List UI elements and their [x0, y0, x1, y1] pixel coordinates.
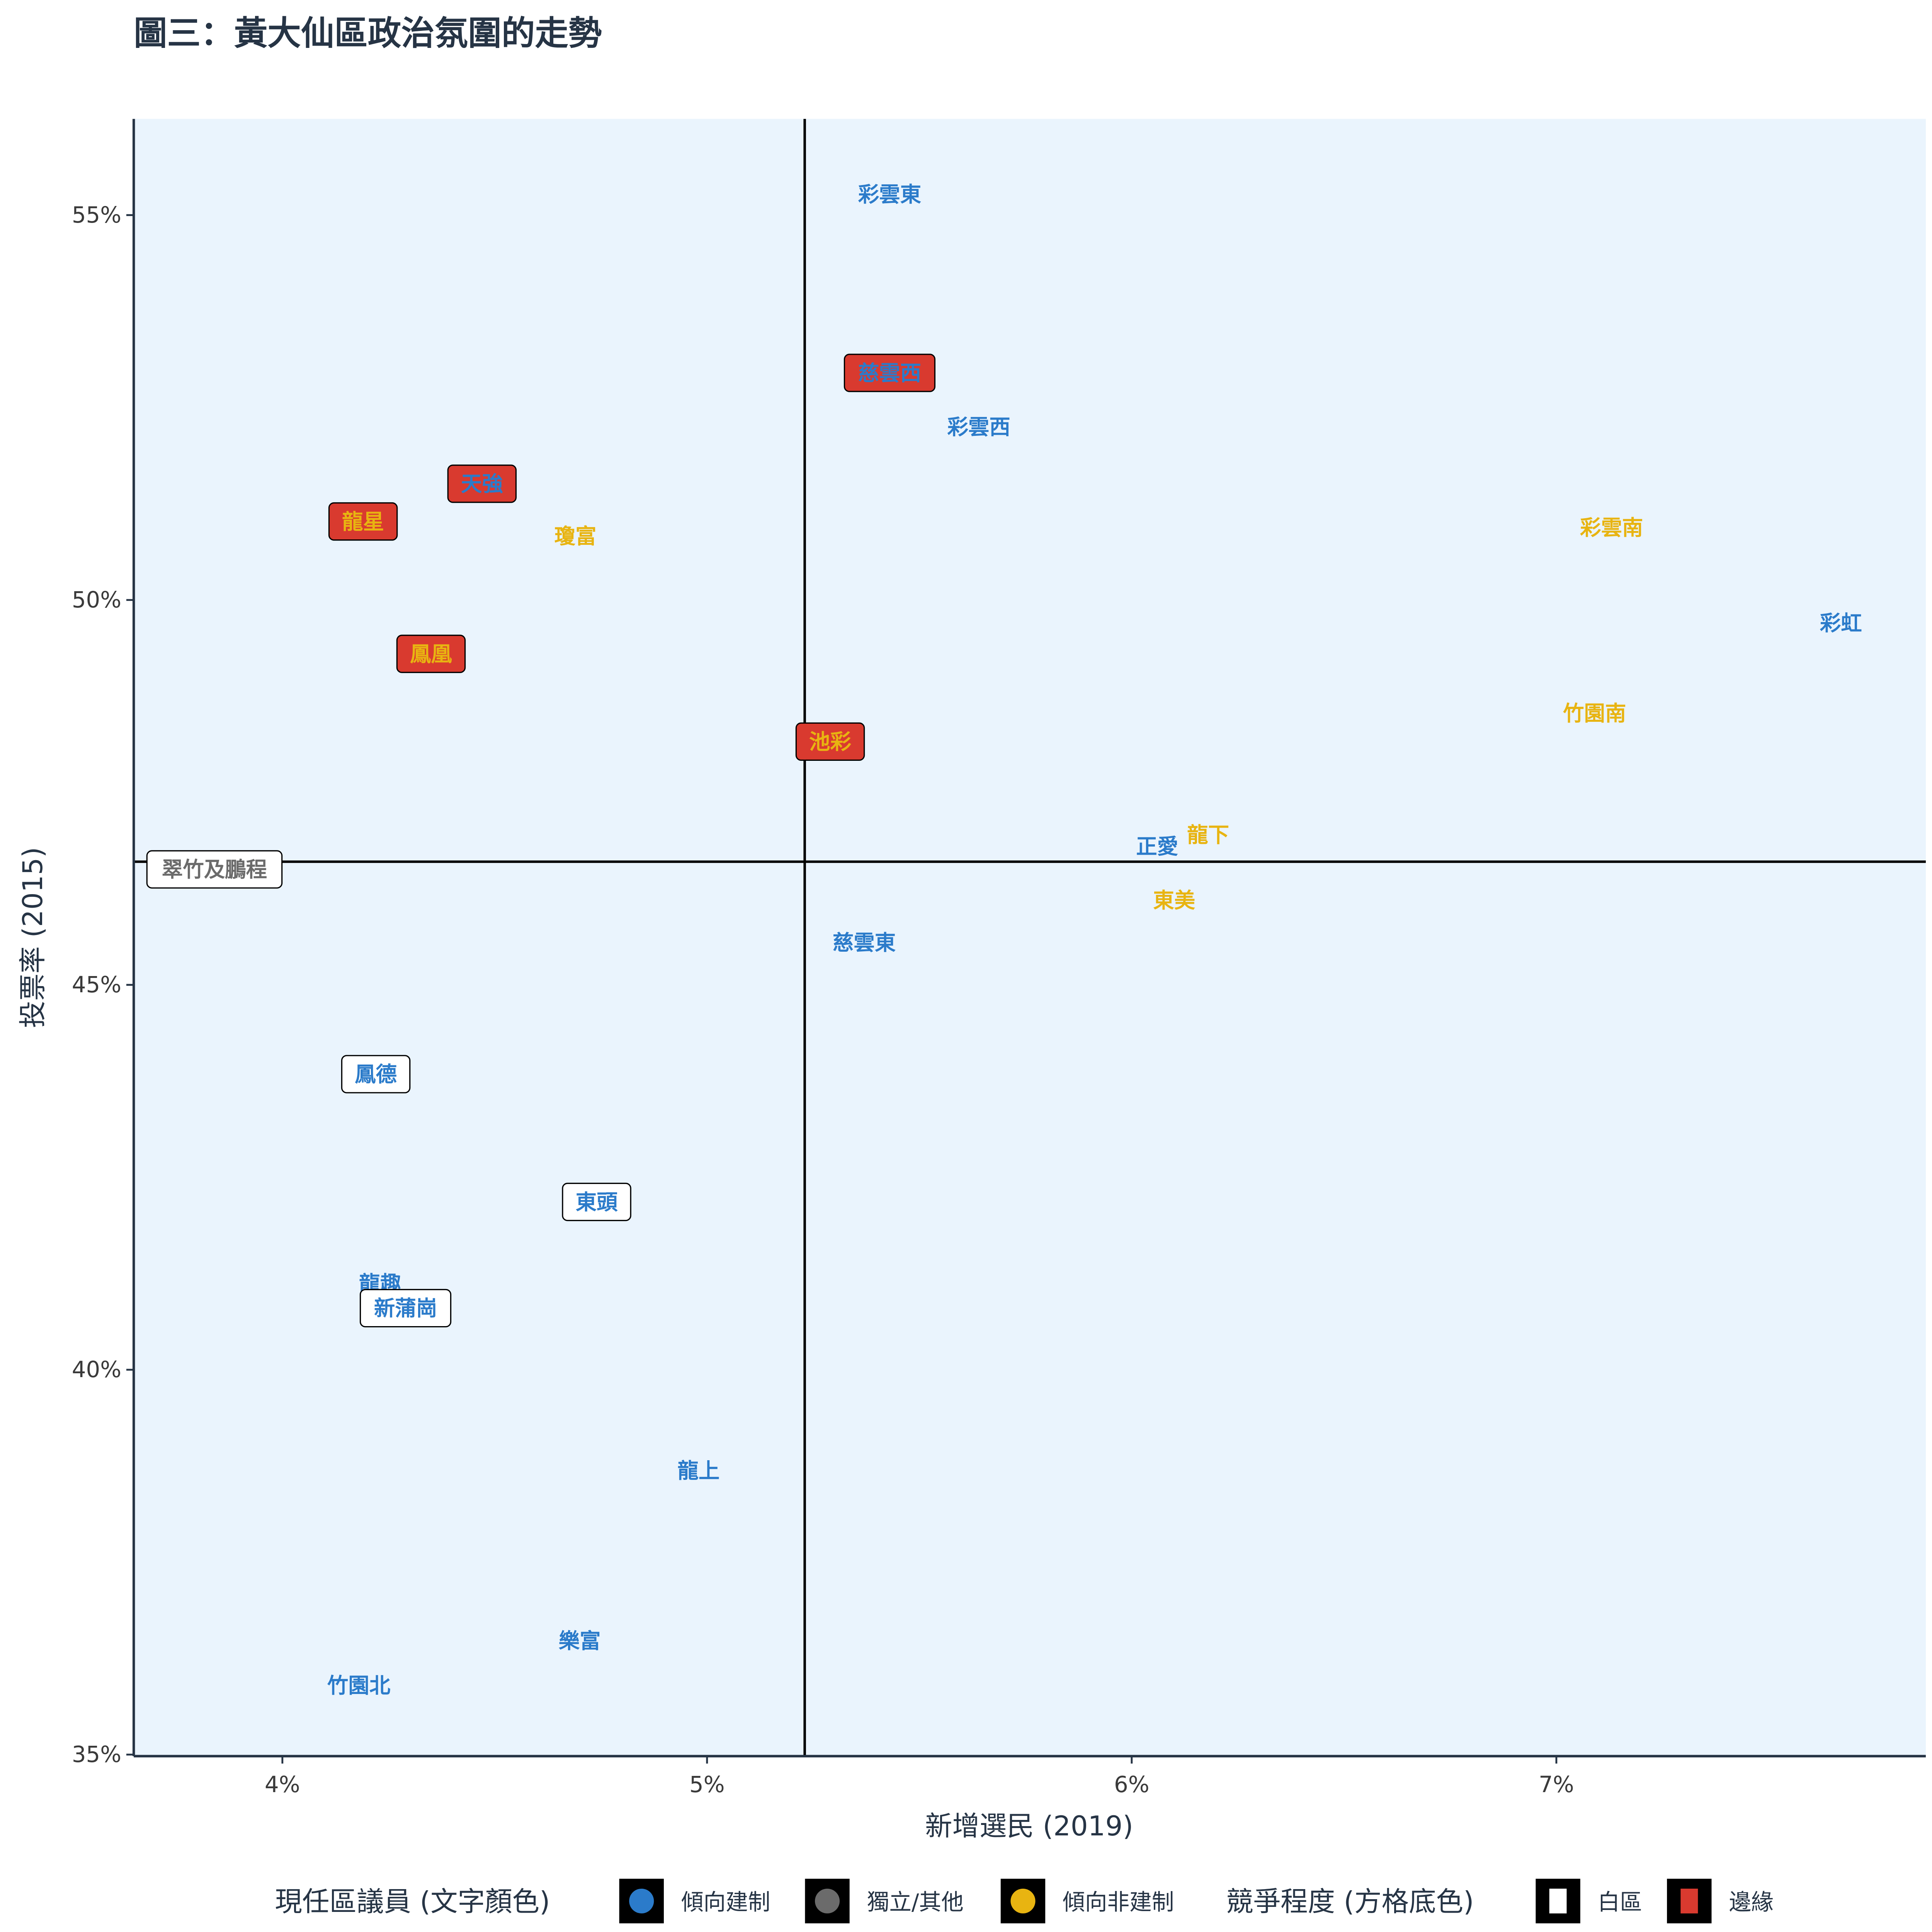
data-point-label: 新蒲崗 — [359, 1289, 452, 1328]
chart-title: 圖三：黃大仙區政治氛圍的走勢 — [134, 14, 602, 53]
data-point-label: 天強 — [447, 464, 517, 503]
competition-box — [844, 354, 935, 392]
data-point-label: 東頭 — [562, 1182, 631, 1221]
data-point-label: 池彩 — [795, 722, 865, 761]
data-point-label: 竹園北 — [327, 1673, 390, 1698]
district-label: 瓊富 — [554, 524, 597, 549]
district-label: 彩雲南 — [1580, 515, 1643, 540]
competition-box — [341, 1055, 411, 1094]
legend-circle-icon — [815, 1888, 840, 1913]
district-label: 正愛 — [1136, 834, 1178, 859]
data-point-label: 慈雲東 — [833, 930, 896, 955]
data-point-label: 竹園南 — [1563, 701, 1626, 726]
legend-item-label: 邊緣 — [1729, 1889, 1773, 1915]
district-label: 彩雲西 — [947, 415, 1010, 439]
district-label: 慈雲西 — [858, 361, 921, 385]
data-point-label: 慈雲西 — [844, 354, 935, 392]
district-label: 竹園北 — [327, 1673, 390, 1698]
district-label: 龍下 — [1187, 823, 1229, 847]
data-point-label: 龍下 — [1187, 823, 1229, 847]
legend-item-label: 獨立/其他 — [867, 1889, 964, 1915]
district-label: 彩虹 — [1820, 611, 1862, 636]
competition-box — [562, 1182, 631, 1221]
data-point-label: 鳳德 — [341, 1055, 411, 1094]
x-tick-label: 6% — [1114, 1771, 1150, 1798]
legend-title-camp: 現任區議員 (文字顏色) — [275, 1886, 550, 1918]
x-tick-label: 4% — [265, 1771, 300, 1798]
x-axis-label: 新增選民 (2019) — [925, 1810, 1133, 1842]
district-label: 龍星 — [342, 509, 384, 534]
district-label: 龍上 — [677, 1458, 719, 1483]
district-label: 彩雲東 — [858, 182, 921, 207]
legend: 現任區議員 (文字顏色) 傾向建制 獨立/其他 傾向非建制 競爭程度 (方格底色) 白區 邊… — [275, 1879, 1774, 1923]
y-axis-label: 投票率 (2015) — [17, 847, 49, 1028]
district-label: 東頭 — [576, 1190, 618, 1214]
y-tick-label: 40% — [72, 1356, 121, 1383]
competition-box — [447, 464, 517, 503]
competition-box — [359, 1289, 452, 1328]
legend-title-competition: 競爭程度 (方格底色) — [1226, 1886, 1474, 1918]
data-point-label: 彩虹 — [1820, 611, 1862, 636]
district-label: 東美 — [1153, 888, 1195, 913]
legend-item-label: 傾向非建制 — [1063, 1889, 1174, 1915]
legend-circle-icon — [1010, 1888, 1036, 1913]
competition-box — [146, 850, 283, 889]
district-label: 鳳德 — [355, 1062, 397, 1087]
x-tick-label: 5% — [689, 1771, 725, 1798]
data-point-label: 東美 — [1153, 888, 1195, 913]
data-point-label: 龍上 — [677, 1458, 719, 1483]
legend-item-label: 傾向建制 — [681, 1889, 770, 1915]
district-label: 慈雲東 — [833, 930, 896, 955]
data-point-label: 瓊富 — [554, 524, 597, 549]
plot-background — [134, 119, 1926, 1756]
x-tick-label: 7% — [1539, 1771, 1574, 1798]
district-label: 池彩 — [809, 730, 851, 754]
y-tick-label: 55% — [72, 202, 121, 228]
district-label: 鳳凰 — [410, 641, 452, 666]
y-tick-label: 45% — [72, 971, 121, 998]
data-point-label: 樂富 — [559, 1628, 601, 1653]
legend-item-label: 白區 — [1598, 1889, 1642, 1915]
legend-square-icon — [1549, 1888, 1567, 1913]
district-label: 天強 — [461, 471, 503, 496]
data-point-label: 彩雲西 — [947, 415, 1010, 439]
y-tick-label: 35% — [72, 1741, 121, 1767]
legend-circle-icon — [629, 1888, 654, 1913]
competition-box — [328, 502, 398, 541]
data-point-label: 彩雲南 — [1580, 515, 1643, 540]
competition-box — [396, 634, 466, 673]
data-point-label: 翠竹及鵬程 — [146, 850, 283, 889]
data-point-label: 彩雲東 — [858, 182, 921, 207]
district-label: 新蒲崗 — [374, 1296, 437, 1321]
legend-square-icon — [1680, 1888, 1698, 1913]
data-point-label: 鳳凰 — [396, 634, 466, 673]
data-point-label: 龍星 — [328, 502, 398, 541]
district-label: 翠竹及鵬程 — [162, 857, 267, 882]
y-tick-label: 50% — [72, 587, 121, 613]
district-label: 竹園南 — [1563, 701, 1626, 726]
data-point-label: 正愛 — [1136, 834, 1178, 859]
district-label: 樂富 — [559, 1628, 601, 1653]
competition-box — [795, 722, 865, 761]
